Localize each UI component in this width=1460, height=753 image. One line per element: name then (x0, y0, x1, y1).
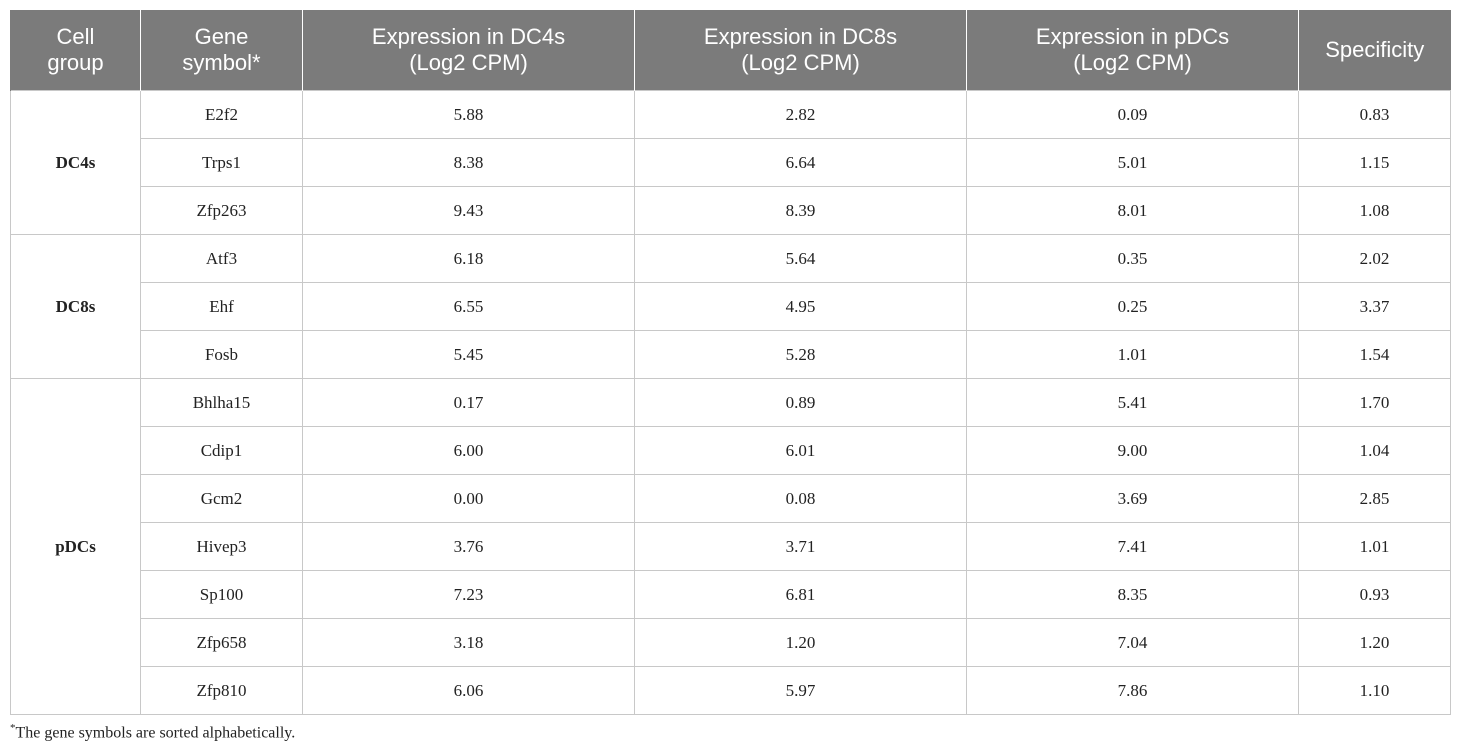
header-expression-pdcs: Expression in pDCs (Log2 CPM) (966, 10, 1299, 91)
cell-group-label: DC8s (10, 234, 141, 379)
cell-pdcs: 7.04 (966, 618, 1299, 667)
header-specificity: Specificity (1298, 10, 1451, 91)
cell-pdcs: 8.35 (966, 570, 1299, 619)
table-row: Hivep3 3.76 3.71 7.41 1.01 (11, 522, 1451, 571)
cell-pdcs: 9.00 (966, 426, 1299, 475)
cell-gene: Zfp263 (140, 186, 303, 235)
cell-gene: Trps1 (140, 138, 303, 187)
cell-dc8s: 6.81 (634, 570, 967, 619)
table-row: Zfp810 6.06 5.97 7.86 1.10 (11, 666, 1451, 715)
cell-gene: E2f2 (140, 90, 303, 139)
cell-dc4s: 5.45 (302, 330, 635, 379)
cell-gene: Zfp658 (140, 618, 303, 667)
cell-pdcs: 8.01 (966, 186, 1299, 235)
cell-gene: Fosb (140, 330, 303, 379)
cell-dc4s: 6.00 (302, 426, 635, 475)
cell-dc4s: 0.00 (302, 474, 635, 523)
cell-specificity: 1.04 (1298, 426, 1451, 475)
cell-dc8s: 6.64 (634, 138, 967, 187)
table-row: pDCs Bhlha15 0.17 0.89 5.41 1.70 (10, 378, 1451, 715)
cell-group-label: DC4s (10, 90, 141, 235)
header-expression-dc4s: Expression in DC4s (Log2 CPM) (302, 10, 635, 91)
cell-gene: Zfp810 (140, 666, 303, 715)
table-header: Cell group Gene symbol* Expression in DC… (10, 10, 1451, 91)
table-row: Gcm2 0.00 0.08 3.69 2.85 (11, 474, 1451, 523)
header-cell-group: Cell group (10, 10, 141, 91)
table-row: Cdip1 6.00 6.01 9.00 1.04 (11, 426, 1451, 475)
table-row: Ehf 6.55 4.95 0.25 3.37 (11, 282, 1451, 331)
cell-dc8s: 3.71 (634, 522, 967, 571)
cell-dc4s: 6.06 (302, 666, 635, 715)
table-body: DC4s E2f2 5.88 2.82 0.09 0.83 Trps1 8.38 6.64 5.0… (10, 90, 1451, 715)
cell-pdcs: 7.41 (966, 522, 1299, 571)
cell-specificity: 2.85 (1298, 474, 1451, 523)
table-row: Trps1 8.38 6.64 5.01 1.15 (11, 138, 1451, 187)
expression-table-container: Cell group Gene symbol* Expression in DC… (10, 10, 1451, 715)
cell-group-label: pDCs (10, 378, 141, 715)
table-row: Zfp658 3.18 1.20 7.04 1.20 (11, 618, 1451, 667)
cell-dc8s: 5.64 (634, 234, 967, 283)
cell-dc4s: 6.55 (302, 282, 635, 331)
cell-dc8s: 2.82 (634, 90, 967, 139)
cell-pdcs: 5.41 (966, 378, 1299, 427)
footnote-text: The gene symbols are sorted alphabetical… (15, 724, 296, 742)
cell-dc8s: 0.08 (634, 474, 967, 523)
cell-specificity: 1.20 (1298, 618, 1451, 667)
cell-dc4s: 3.76 (302, 522, 635, 571)
cell-specificity: 1.70 (1298, 378, 1451, 427)
cell-specificity: 1.08 (1298, 186, 1451, 235)
table-row: Zfp263 9.43 8.39 8.01 1.08 (11, 186, 1451, 235)
cell-dc4s: 6.18 (302, 234, 635, 283)
cell-dc8s: 6.01 (634, 426, 967, 475)
cell-specificity: 1.10 (1298, 666, 1451, 715)
cell-specificity: 2.02 (1298, 234, 1451, 283)
cell-specificity: 0.93 (1298, 570, 1451, 619)
table-row: DC8s Atf3 6.18 5.64 0.35 2.02 (10, 234, 1451, 379)
cell-dc4s: 5.88 (302, 90, 635, 139)
cell-pdcs: 3.69 (966, 474, 1299, 523)
cell-dc4s: 8.38 (302, 138, 635, 187)
cell-pdcs: 7.86 (966, 666, 1299, 715)
cell-gene: Ehf (140, 282, 303, 331)
cell-gene: Sp100 (140, 570, 303, 619)
cell-gene: Gcm2 (140, 474, 303, 523)
cell-gene: Hivep3 (140, 522, 303, 571)
table-row: Sp100 7.23 6.81 8.35 0.93 (11, 570, 1451, 619)
footnote: *The gene symbols are sorted alphabetica… (10, 722, 295, 742)
cell-gene: Atf3 (140, 234, 303, 283)
cell-dc4s: 7.23 (302, 570, 635, 619)
cell-specificity: 3.37 (1298, 282, 1451, 331)
cell-specificity: 1.54 (1298, 330, 1451, 379)
table-row: Fosb 5.45 5.28 1.01 1.54 (11, 330, 1451, 379)
cell-pdcs: 0.25 (966, 282, 1299, 331)
cell-dc8s: 5.97 (634, 666, 967, 715)
cell-dc4s: 0.17 (302, 378, 635, 427)
cell-dc8s: 4.95 (634, 282, 967, 331)
header-gene-symbol: Gene symbol* (140, 10, 303, 91)
cell-dc4s: 3.18 (302, 618, 635, 667)
cell-pdcs: 0.09 (966, 90, 1299, 139)
expression-table: Cell group Gene symbol* Expression in DC… (10, 10, 1451, 715)
footnote-marker: * (10, 722, 16, 734)
cell-dc8s: 8.39 (634, 186, 967, 235)
cell-pdcs: 1.01 (966, 330, 1299, 379)
cell-specificity: 0.83 (1298, 90, 1451, 139)
cell-dc8s: 0.89 (634, 378, 967, 427)
cell-dc4s: 9.43 (302, 186, 635, 235)
cell-gene: Cdip1 (140, 426, 303, 475)
table-row: DC4s E2f2 5.88 2.82 0.09 0.83 (10, 90, 1451, 235)
cell-dc8s: 1.20 (634, 618, 967, 667)
cell-specificity: 1.01 (1298, 522, 1451, 571)
cell-dc8s: 5.28 (634, 330, 967, 379)
cell-specificity: 1.15 (1298, 138, 1451, 187)
cell-pdcs: 0.35 (966, 234, 1299, 283)
cell-gene: Bhlha15 (140, 378, 303, 427)
header-expression-dc8s: Expression in DC8s (Log2 CPM) (634, 10, 967, 91)
cell-pdcs: 5.01 (966, 138, 1299, 187)
